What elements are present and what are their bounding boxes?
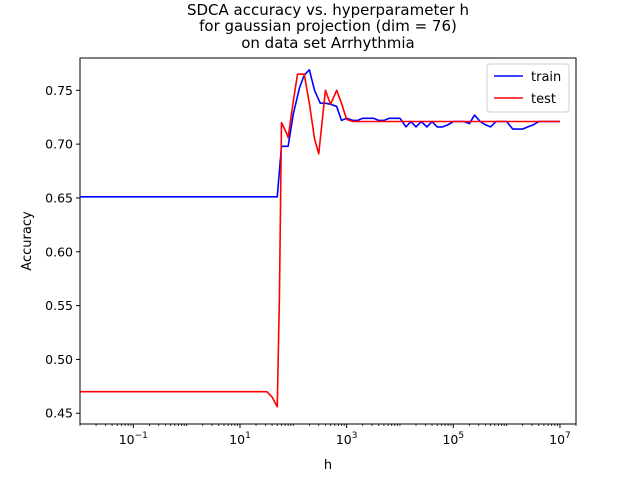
legend-train-label: train	[531, 70, 561, 85]
y-tick-label: 0.45	[45, 406, 73, 421]
series-layer	[80, 69, 560, 408]
x-axis-label: h	[324, 458, 332, 473]
y-tick-label: 0.55	[45, 298, 73, 313]
y-tick-label: 0.70	[45, 137, 73, 152]
x-tick-mantissa: 10	[442, 432, 458, 447]
y-tick-label: 0.50	[45, 352, 73, 367]
y-tick-label: 0.65	[45, 190, 73, 205]
x-tick-mantissa: 10	[549, 432, 565, 447]
chart-title-line-2: for gaussian projection (dim = 76)	[199, 17, 457, 35]
x-tick-label: 107	[549, 431, 571, 447]
x-tick-label: 103	[336, 431, 358, 447]
x-tick-exponent: 1	[245, 431, 251, 441]
x-tick-exponent: 7	[565, 431, 571, 441]
y-axis-ticks: 0.45 0.50 0.55 0.60 0.65 0.70 0.75	[45, 83, 80, 421]
plot-frame	[79, 57, 577, 425]
y-tick-label: 0.60	[45, 244, 73, 259]
legend: train test	[486, 63, 570, 113]
legend-test-label: test	[531, 92, 556, 107]
chart-title-line-1: SDCA accuracy vs. hyperparameter h	[187, 1, 469, 19]
x-tick-label: 10−1	[119, 431, 148, 447]
x-tick-mantissa: 10	[119, 432, 135, 447]
series-test-line	[80, 73, 560, 408]
y-axis-label: Accuracy	[20, 211, 35, 271]
x-tick-mantissa: 10	[229, 432, 245, 447]
x-tick-exponent: −1	[135, 431, 148, 441]
chart-title-line-3: on data set Arrhythmia	[241, 34, 415, 52]
x-tick-exponent: 3	[352, 431, 358, 441]
x-tick-label: 105	[442, 431, 464, 447]
y-tick-label: 0.75	[45, 83, 73, 98]
x-tick-mantissa: 10	[336, 432, 352, 447]
x-tick-label: 101	[229, 431, 251, 447]
x-tick-exponent: 5	[458, 431, 464, 441]
